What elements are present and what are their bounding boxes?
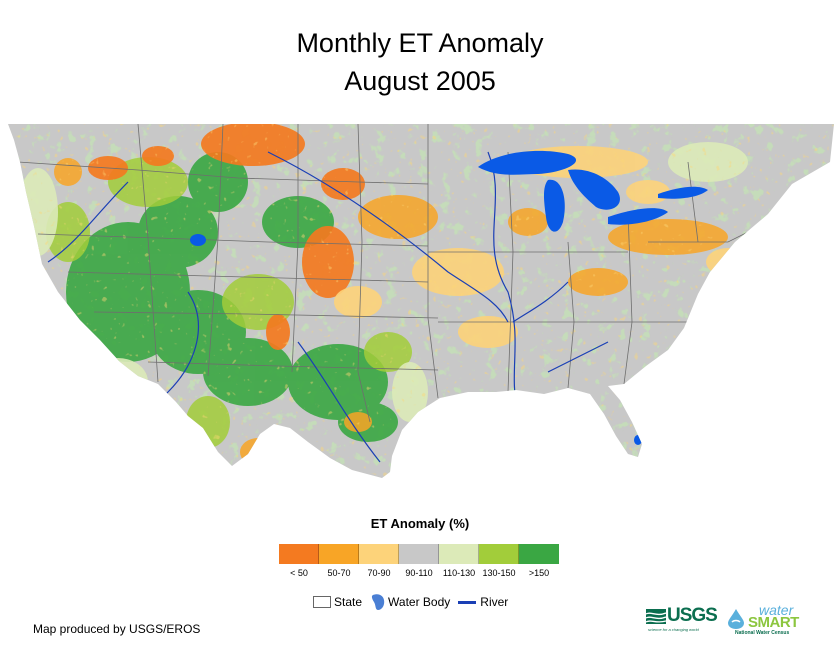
legend-river: River [458,595,508,609]
legend-bin-label: 110-130 [442,568,476,578]
legend-swatch-90-110 [399,544,439,564]
map-title: Monthly ET Anomaly [296,28,544,58]
legend-swatch-gt150 [519,544,559,564]
usgs-wave-icon [646,609,666,624]
map-subtitle: August 2005 [344,66,496,96]
legend-bin-label: 130-150 [482,568,516,578]
legend-bin-label: 50-70 [327,568,351,578]
legend-bin-labels: < 50 50-70 70-90 90-110 110-130 130-150 … [279,568,559,578]
legend-river-label: River [480,595,509,609]
usgs-logo: USGS science for a changing world [646,605,722,636]
watersmart-logo: water SMART National Water Census [727,602,813,638]
legend-bin-label: 90-110 [405,568,433,578]
legend-bin-label: >150 [528,568,550,578]
water-drop-icon [728,609,744,629]
legend-bin-label: 70-90 [367,568,391,578]
legend-water-body: Water Body [370,593,450,611]
legend-state-label: State [334,595,363,609]
watersmart-smart: SMART [748,614,799,631]
legend-colorbar [279,544,559,564]
watersmart-census: National Water Census [735,630,790,636]
legend-water-body-label: Water Body [388,595,451,609]
usgs-wordmark: USGS [667,605,718,626]
watersmart-water: water [759,602,794,618]
legend-swatch-110-130 [439,544,479,564]
legend-state: State [313,595,362,609]
map-credit: Map produced by USGS/EROS [33,622,201,636]
legend-swatch-70-90 [359,544,399,564]
river-icon [458,600,477,604]
legend-bin-label: < 50 [290,568,308,578]
legend-swatch-50-70 [319,544,359,564]
water-body-icon [371,594,385,610]
legend-symbols: State Water Body River [313,593,516,611]
legend-swatch-130-150 [479,544,519,564]
state-icon [313,596,331,608]
et-anomaly-map [8,124,834,478]
legend-title: ET Anomaly (%) [370,516,470,531]
legend-swatch-lt50 [279,544,319,564]
usgs-tagline: science for a changing world [648,627,699,632]
